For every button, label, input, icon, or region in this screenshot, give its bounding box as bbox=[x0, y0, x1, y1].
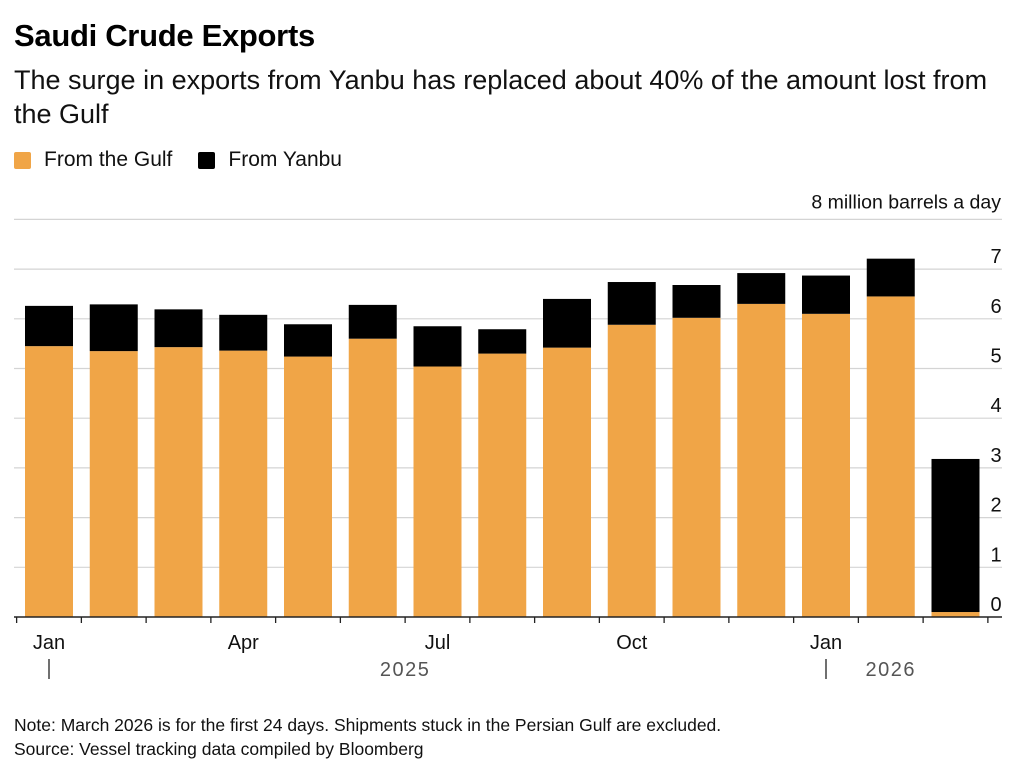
bar-gulf bbox=[866, 296, 915, 617]
y-tick-label: 3 bbox=[990, 445, 1001, 467]
source-text: Source: Vessel tracking data compiled by… bbox=[14, 739, 424, 759]
bar-yanbu bbox=[154, 309, 203, 348]
y-tick-label: 2 bbox=[990, 495, 1001, 517]
bar-gulf bbox=[672, 317, 721, 617]
year-label: 2026 bbox=[866, 659, 917, 681]
bar-gulf bbox=[284, 356, 332, 617]
bar-gulf bbox=[931, 612, 980, 617]
x-tick-label: Jul bbox=[425, 632, 451, 654]
stacked-bar-chart: 0 1 2 3 4 5 6 7 8 million barrels a day Jan Apr Jul… bbox=[14, 191, 1004, 681]
legend-item-gulf: From the Gulf bbox=[14, 148, 172, 172]
legend-label-yanbu: From Yanbu bbox=[228, 148, 342, 171]
bar-yanbu bbox=[219, 314, 268, 351]
legend-label-gulf: From the Gulf bbox=[44, 148, 173, 171]
bar-gulf bbox=[802, 313, 850, 617]
bar-yanbu bbox=[607, 282, 656, 325]
bar-gulf bbox=[478, 353, 527, 617]
bar-gulf bbox=[413, 366, 462, 617]
bar-yanbu bbox=[478, 329, 527, 354]
bar-yanbu bbox=[931, 458, 980, 613]
bar-gulf bbox=[25, 346, 73, 617]
bar-yanbu bbox=[348, 304, 397, 339]
y-tick-label: 4 bbox=[990, 395, 1001, 417]
bar-yanbu bbox=[284, 324, 332, 357]
bar-gulf bbox=[607, 324, 656, 617]
chart-title: Saudi Crude Exports bbox=[14, 18, 315, 53]
y-axis-label: 8 million barrels a day bbox=[811, 191, 1001, 213]
chart-subtitle: The surge in exports from Yanbu has repl… bbox=[14, 65, 988, 129]
y-tick-label: 1 bbox=[990, 544, 1001, 566]
bar-yanbu bbox=[543, 298, 591, 348]
legend: From the Gulf From Yanbu bbox=[14, 148, 368, 172]
legend-item-yanbu: From Yanbu bbox=[198, 148, 342, 172]
y-tick-label: 5 bbox=[990, 346, 1001, 368]
bar-yanbu bbox=[672, 285, 721, 318]
bar-yanbu bbox=[802, 275, 850, 314]
bar-yanbu bbox=[25, 305, 73, 347]
y-tick-label: 0 bbox=[990, 594, 1001, 616]
bar-gulf bbox=[348, 338, 397, 617]
legend-swatch-gulf bbox=[14, 151, 31, 169]
bar-gulf bbox=[737, 303, 786, 617]
y-tick-label: 7 bbox=[990, 246, 1001, 268]
bar-gulf bbox=[543, 347, 591, 617]
year-label: 2025 bbox=[380, 659, 431, 681]
bar-gulf bbox=[219, 350, 268, 617]
bar-gulf bbox=[154, 347, 203, 617]
x-tick-label: Jan bbox=[33, 632, 65, 654]
bar-yanbu bbox=[89, 304, 138, 352]
note-text: Note: March 2026 is for the first 24 day… bbox=[14, 715, 722, 735]
x-tick-label: Apr bbox=[228, 632, 259, 654]
x-tick-label: Oct bbox=[616, 632, 648, 654]
bar-yanbu bbox=[737, 273, 786, 304]
bar-yanbu bbox=[866, 258, 915, 297]
legend-swatch-yanbu bbox=[198, 151, 216, 169]
x-tick-label: Jan bbox=[810, 632, 842, 654]
bar-gulf bbox=[89, 351, 138, 617]
bar-yanbu bbox=[413, 326, 462, 367]
footnotes: Note: March 2026 is for the first 24 day… bbox=[14, 713, 721, 761]
y-tick-label: 6 bbox=[990, 296, 1001, 318]
